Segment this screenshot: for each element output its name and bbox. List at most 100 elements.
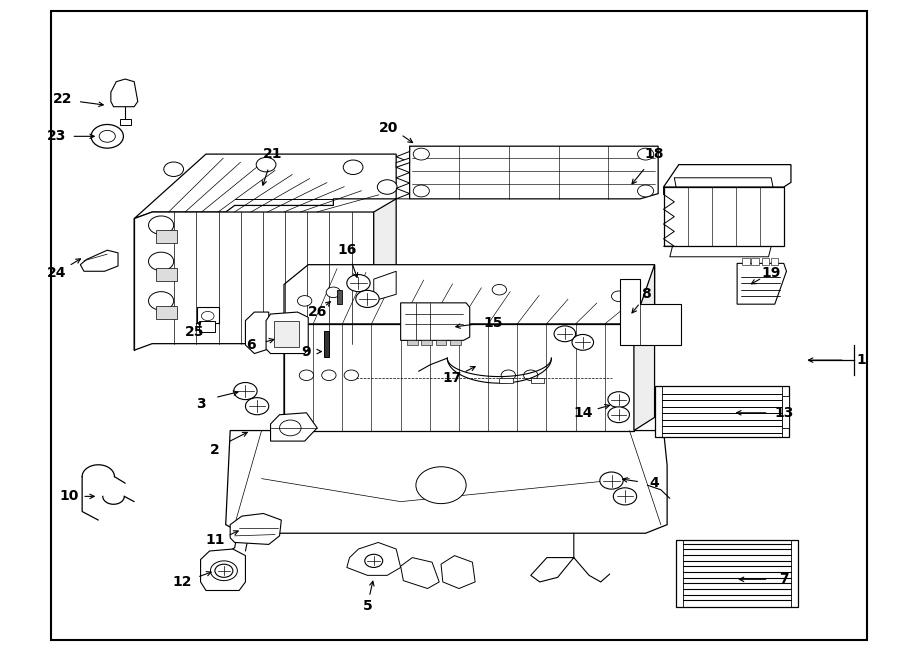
Circle shape [346, 274, 370, 292]
Polygon shape [156, 230, 177, 243]
Circle shape [611, 291, 625, 301]
Polygon shape [663, 165, 791, 187]
Circle shape [298, 295, 311, 306]
Polygon shape [156, 306, 177, 319]
Text: 12: 12 [173, 575, 193, 589]
Polygon shape [400, 303, 470, 340]
Circle shape [364, 555, 382, 567]
Text: 19: 19 [761, 266, 781, 280]
Polygon shape [284, 264, 654, 324]
Polygon shape [284, 324, 634, 430]
Polygon shape [274, 321, 300, 347]
Polygon shape [771, 258, 778, 264]
Circle shape [413, 185, 429, 197]
Polygon shape [441, 556, 475, 588]
Polygon shape [400, 558, 439, 588]
Polygon shape [271, 412, 317, 441]
Polygon shape [346, 543, 400, 575]
Polygon shape [421, 340, 432, 345]
Circle shape [524, 370, 538, 381]
Circle shape [202, 311, 214, 321]
Circle shape [256, 157, 276, 172]
Circle shape [554, 326, 576, 342]
Circle shape [356, 290, 379, 307]
Polygon shape [226, 324, 667, 533]
Circle shape [91, 124, 123, 148]
Polygon shape [374, 199, 396, 344]
Polygon shape [737, 263, 787, 304]
Polygon shape [752, 258, 759, 264]
Circle shape [637, 185, 653, 197]
Text: 10: 10 [59, 489, 78, 504]
Circle shape [492, 284, 507, 295]
Circle shape [280, 420, 302, 436]
Polygon shape [324, 330, 328, 357]
Text: 18: 18 [644, 147, 664, 161]
Text: 17: 17 [442, 371, 462, 385]
Circle shape [164, 162, 184, 176]
Text: 4: 4 [650, 476, 660, 490]
Polygon shape [436, 340, 446, 345]
Circle shape [413, 148, 429, 160]
Circle shape [572, 334, 594, 350]
Polygon shape [450, 340, 461, 345]
Circle shape [608, 392, 629, 408]
Polygon shape [246, 312, 269, 354]
Polygon shape [374, 271, 396, 301]
Text: 11: 11 [205, 533, 225, 547]
Text: 8: 8 [641, 288, 651, 301]
Polygon shape [782, 397, 789, 428]
Circle shape [501, 370, 516, 381]
Polygon shape [266, 312, 308, 354]
Circle shape [326, 287, 340, 297]
Polygon shape [634, 264, 654, 430]
Polygon shape [663, 187, 784, 247]
Circle shape [300, 370, 313, 381]
Text: 14: 14 [573, 406, 592, 420]
Polygon shape [531, 378, 544, 383]
Text: 6: 6 [246, 338, 256, 352]
Circle shape [377, 180, 397, 194]
Circle shape [215, 564, 233, 577]
Polygon shape [407, 340, 418, 345]
Circle shape [599, 472, 623, 489]
Text: 21: 21 [263, 147, 282, 161]
Circle shape [344, 370, 358, 381]
Text: 5: 5 [363, 599, 373, 613]
Polygon shape [762, 258, 770, 264]
Circle shape [234, 383, 257, 400]
Text: 1: 1 [856, 353, 866, 367]
Polygon shape [134, 154, 396, 219]
Text: 24: 24 [48, 266, 67, 280]
Polygon shape [201, 549, 246, 590]
Text: 20: 20 [379, 121, 399, 135]
Polygon shape [410, 146, 658, 199]
Text: 26: 26 [308, 305, 327, 319]
Text: 22: 22 [52, 92, 72, 106]
Text: 25: 25 [184, 325, 204, 339]
Circle shape [637, 148, 653, 160]
Circle shape [148, 253, 174, 270]
Circle shape [343, 160, 363, 175]
Polygon shape [197, 307, 219, 323]
Polygon shape [111, 79, 138, 106]
Polygon shape [742, 258, 750, 264]
Circle shape [246, 398, 269, 414]
Circle shape [321, 370, 336, 381]
Circle shape [416, 467, 466, 504]
Polygon shape [500, 378, 513, 383]
Polygon shape [654, 387, 789, 437]
Text: 16: 16 [338, 243, 356, 257]
Circle shape [613, 488, 636, 505]
Text: 13: 13 [774, 406, 794, 420]
Polygon shape [676, 540, 798, 607]
Circle shape [148, 216, 174, 235]
Text: 23: 23 [48, 130, 67, 143]
Circle shape [148, 292, 174, 310]
Polygon shape [620, 279, 681, 345]
Circle shape [211, 561, 238, 580]
Polygon shape [80, 251, 118, 271]
Polygon shape [199, 321, 215, 332]
Polygon shape [120, 118, 131, 125]
Text: 15: 15 [483, 315, 503, 330]
